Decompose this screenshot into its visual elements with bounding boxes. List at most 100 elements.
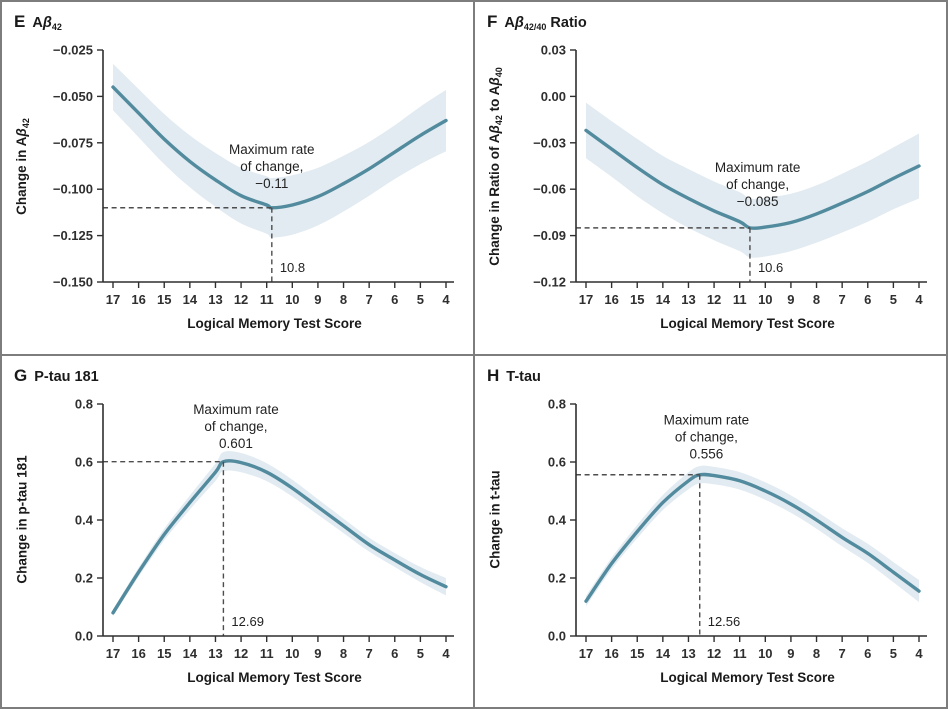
y-tick-label: −0.12	[533, 275, 566, 290]
x-tick-label: 7	[366, 292, 373, 307]
y-tick-label: 0.2	[548, 570, 566, 585]
y-tick-label: 0.8	[548, 396, 566, 411]
x-tick-label: 7	[366, 646, 373, 661]
x-tick-label: 13	[681, 646, 695, 661]
x-tick-label: 11	[733, 292, 747, 307]
x-axis-title: Logical Memory Test Score	[660, 670, 835, 685]
y-tick-label: 0.6	[548, 454, 566, 469]
y-tick-label: 0.4	[548, 512, 567, 527]
x-tick-label: 8	[340, 646, 347, 661]
x-tick-label: 11	[260, 646, 274, 661]
y-tick-label: 0.00	[541, 89, 566, 104]
panel-ttau: H T-tau Change in t-tau 0.8 0.6 0.4 0.2 0.0 17…	[475, 355, 946, 707]
x-tick-label: 6	[864, 646, 871, 661]
y-tick-label: −0.075	[53, 135, 93, 150]
x-tick-label: 8	[813, 646, 820, 661]
x-tick-label: 9	[787, 646, 794, 661]
annotation-text: Maximum rate of change, 0.601	[193, 401, 279, 450]
confidence-band	[586, 102, 919, 258]
x-tick-label: 9	[787, 292, 794, 307]
y-tick-label: 0.03	[541, 43, 566, 58]
x-tick-label: 6	[391, 292, 398, 307]
panel-letter: G	[14, 365, 28, 385]
confidence-band	[113, 63, 446, 238]
x-tick-label: 11	[733, 646, 747, 661]
chart-abeta-ratio: 0.03 0.00 −0.03 −0.06 −0.09 −0.12 17 16 15 14 13 12…	[533, 43, 927, 331]
x-tick-label: 14	[656, 646, 671, 661]
panel-header: H T-tau	[487, 366, 541, 386]
y-tick-label: 0.0	[548, 628, 566, 643]
x-tick-label: 7	[839, 646, 846, 661]
x-tick-label: 10	[758, 646, 772, 661]
panel-letter: H	[487, 365, 500, 385]
x-tick-label: 4	[442, 292, 450, 307]
y-tick-label: −0.125	[53, 228, 93, 243]
x-tick-label: 14	[183, 646, 198, 661]
y-tick-label: −0.03	[533, 135, 566, 150]
x-tick-label: 4	[915, 646, 923, 661]
x-tick-label: 17	[579, 646, 593, 661]
x-tick-label: 16	[131, 646, 145, 661]
x-axis-title: Logical Memory Test Score	[660, 316, 835, 331]
x-tick-label: 13	[208, 292, 222, 307]
x-tick-label: 12	[234, 646, 248, 661]
x-tick-label: 13	[208, 646, 222, 661]
x-tick-label: 15	[630, 292, 644, 307]
x-tick-label: 12	[707, 292, 721, 307]
x-tick-label: 17	[106, 292, 120, 307]
fitted-curve	[111, 458, 448, 614]
y-tick-label: −0.025	[53, 43, 93, 58]
peak-value-label: 12.56	[708, 614, 741, 629]
x-tick-label: 4	[442, 646, 450, 661]
x-tick-label: 5	[890, 292, 897, 307]
panel-header: G P-tau 181	[14, 366, 99, 386]
peak-value-label: 10.8	[280, 260, 305, 275]
y-tick-label: 0.6	[75, 454, 93, 469]
x-tick-label: 5	[417, 646, 424, 661]
x-tick-label: 15	[157, 292, 171, 307]
x-tick-label: 15	[630, 646, 644, 661]
peak-value-label: 10.6	[758, 260, 783, 275]
y-tick-label: −0.06	[533, 182, 566, 197]
x-tick-label: 14	[183, 292, 198, 307]
panel-header: E Aβ42	[14, 12, 62, 32]
x-tick-label: 6	[391, 646, 398, 661]
x-tick-label: 16	[604, 292, 618, 307]
panel-letter: E	[14, 12, 26, 31]
panel-abeta42: E Aβ42 Change in Aβ42 −0.025 −0.050 −0.075 −…	[2, 2, 473, 354]
x-tick-label: 17	[106, 646, 120, 661]
annotation-text: Maximum rate of change, 0.556	[664, 412, 750, 461]
x-tick-label: 9	[314, 646, 321, 661]
fitted-curve	[584, 472, 921, 603]
x-tick-label: 10	[758, 292, 772, 307]
panel-ptau181: G P-tau 181 Change in p-tau 181 0.8 0.6 0.4…	[2, 355, 473, 707]
x-tick-label: 8	[813, 292, 820, 307]
y-axis-label: Change in Aβ42	[13, 117, 31, 215]
y-tick-label: 0.4	[75, 512, 94, 527]
confidence-band	[586, 465, 919, 606]
x-tick-label: 7	[839, 292, 846, 307]
panel-abeta-ratio: F Aβ42/40 Ratio Change in Ratio of Aβ42 t…	[475, 2, 946, 354]
y-tick-label: −0.150	[53, 275, 93, 290]
x-tick-label: 6	[864, 292, 871, 307]
y-tick-label: −0.100	[53, 182, 93, 197]
x-tick-label: 15	[157, 646, 171, 661]
y-tick-label: −0.050	[53, 89, 93, 104]
chart-abeta42: −0.025 −0.050 −0.075 −0.100 −0.125 −0.150 17 16…	[53, 43, 454, 331]
chart-ttau: 0.8 0.6 0.4 0.2 0.0 17 16 15 14 13 12 11 10 9 8 7 6 5 4 12.…	[548, 396, 927, 685]
x-tick-label: 13	[681, 292, 695, 307]
x-tick-label: 12	[234, 292, 248, 307]
panel-title: Aβ42/40 Ratio	[504, 15, 587, 32]
peak-value-label: 12.69	[231, 614, 264, 629]
panel-letter: F	[487, 12, 498, 31]
y-axis-label: Change in t-tau	[487, 470, 503, 569]
x-tick-label: 5	[890, 646, 897, 661]
annotation-text: Maximum rate of change, −0.085	[715, 160, 801, 209]
y-axis-label: Change in Ratio of Aβ42 to Aβ40	[486, 66, 504, 266]
x-tick-label: 12	[707, 646, 721, 661]
y-axis-label: Change in p-tau 181	[14, 455, 30, 584]
x-tick-label: 14	[656, 292, 671, 307]
panel-title: T-tau	[506, 368, 541, 385]
x-tick-label: 8	[340, 292, 347, 307]
